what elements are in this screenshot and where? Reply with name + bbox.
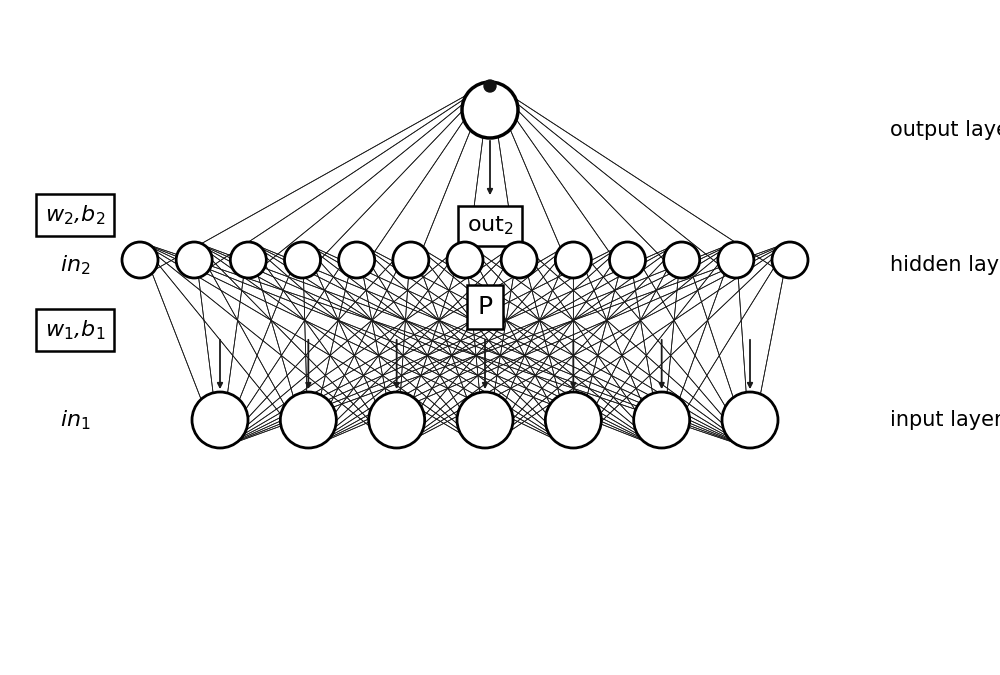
Circle shape <box>610 242 646 278</box>
Circle shape <box>230 242 266 278</box>
Circle shape <box>722 392 778 448</box>
Text: P: P <box>477 295 493 319</box>
Circle shape <box>462 82 518 138</box>
Circle shape <box>457 392 513 448</box>
Circle shape <box>718 242 754 278</box>
Text: w$_1$,b$_1$: w$_1$,b$_1$ <box>45 318 105 342</box>
Circle shape <box>447 242 483 278</box>
Circle shape <box>545 392 601 448</box>
Circle shape <box>369 392 425 448</box>
Circle shape <box>192 392 248 448</box>
Text: output layer: output layer <box>890 120 1000 140</box>
Circle shape <box>285 242 320 278</box>
Circle shape <box>176 242 212 278</box>
Text: hidden layer: hidden layer <box>890 255 1000 275</box>
Circle shape <box>772 242 808 278</box>
Text: w$_2$,b$_2$: w$_2$,b$_2$ <box>45 203 105 227</box>
Circle shape <box>501 242 537 278</box>
Circle shape <box>664 242 700 278</box>
Text: in$_2$: in$_2$ <box>60 253 90 277</box>
Circle shape <box>634 392 690 448</box>
Circle shape <box>555 242 591 278</box>
Circle shape <box>122 242 158 278</box>
Text: out$_2$: out$_2$ <box>467 215 513 238</box>
Circle shape <box>393 242 429 278</box>
Circle shape <box>484 80 496 92</box>
Circle shape <box>339 242 375 278</box>
Text: in$_1$: in$_1$ <box>60 408 90 432</box>
Circle shape <box>280 392 336 448</box>
Text: input layer: input layer <box>890 410 1000 430</box>
